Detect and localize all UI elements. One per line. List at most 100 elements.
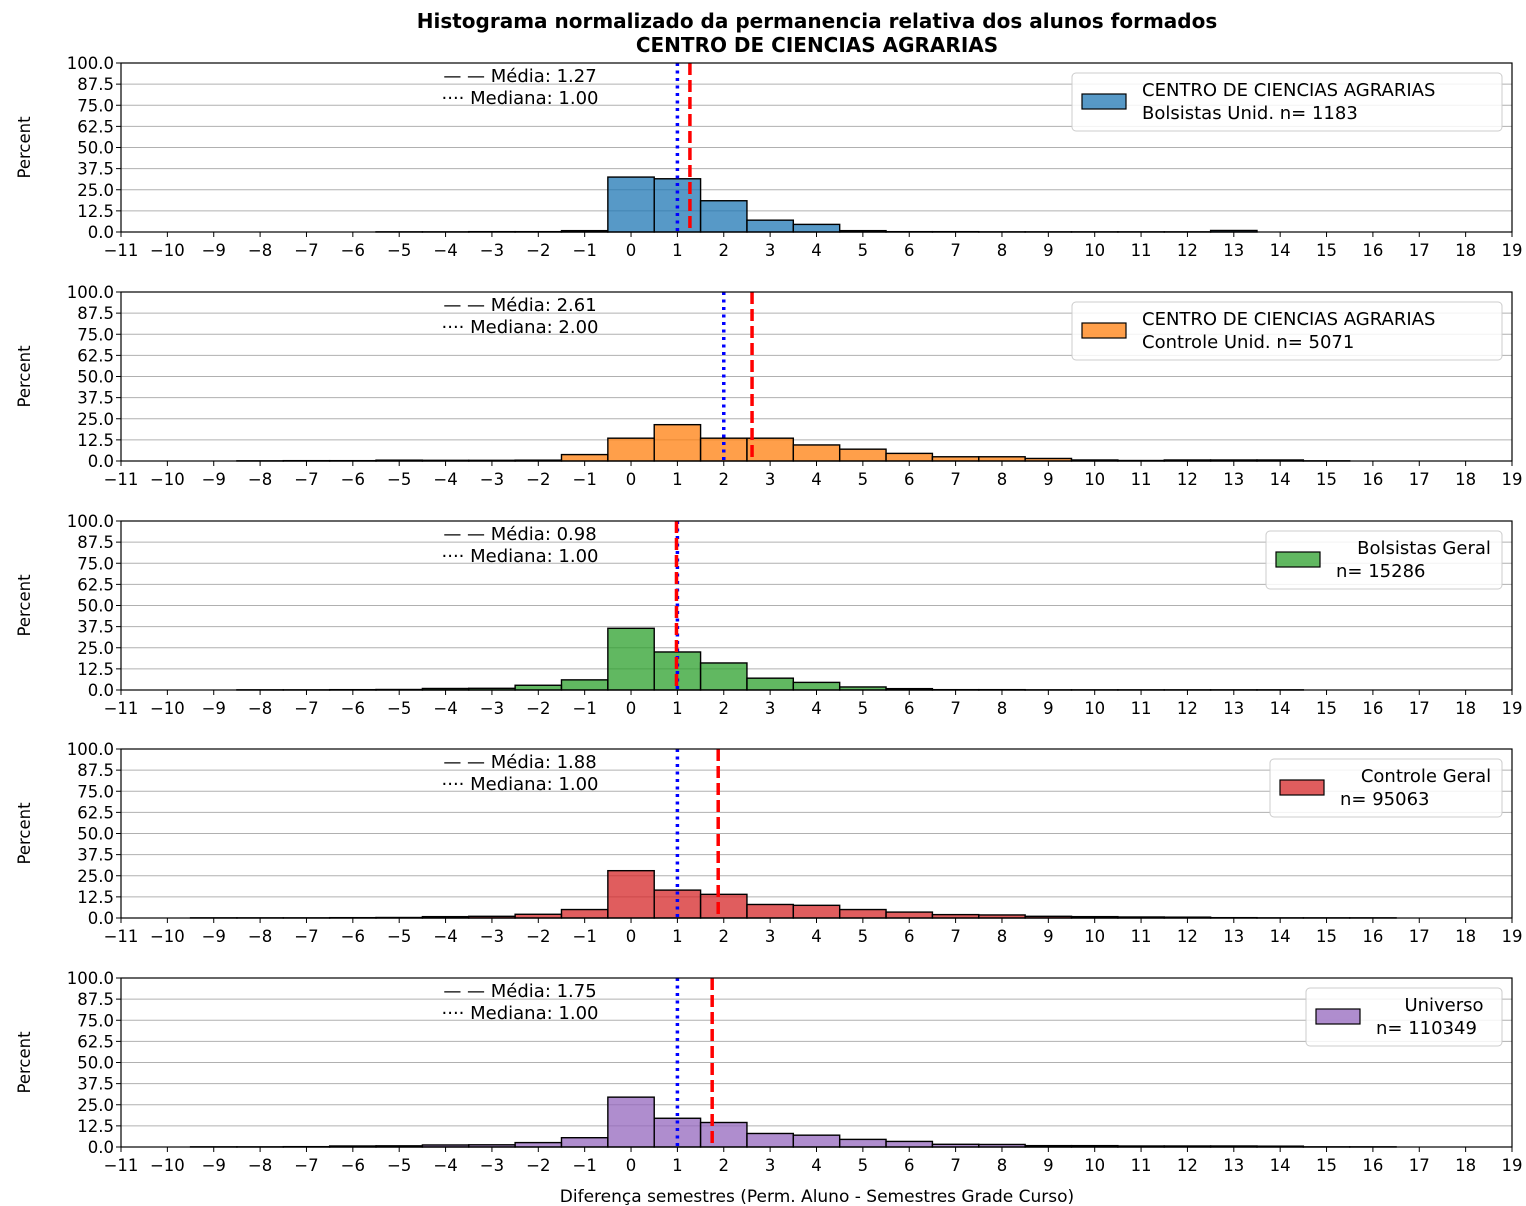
panel-1: 0.012.525.037.550.062.575.087.5100.0−11−…: [15, 54, 1523, 260]
x-tick-label: 13: [1223, 1156, 1244, 1175]
y-tick-label: 100.0: [67, 54, 114, 73]
legend-line-1: Controle Geral: [1361, 766, 1491, 787]
histogram-bar: [560, 453, 609, 462]
x-tick-label: 13: [1223, 241, 1244, 260]
y-tick-label: 75.0: [77, 96, 114, 115]
x-tick-label: −11: [104, 699, 139, 718]
y-tick-label: 12.5: [77, 1117, 114, 1136]
x-tick-label: −11: [104, 1156, 139, 1175]
x-tick-label: 15: [1316, 470, 1337, 489]
histogram-bar: [746, 219, 795, 233]
x-tick-label: −8: [248, 470, 272, 489]
x-tick-label: 17: [1409, 1156, 1430, 1175]
histogram-bar: [653, 889, 702, 919]
y-tick-label: 87.5: [77, 304, 114, 323]
histogram-bar: [792, 904, 841, 919]
x-tick-label: −4: [433, 241, 457, 260]
x-tick-label: −6: [341, 699, 365, 718]
legend-swatch: [1315, 1008, 1361, 1025]
histogram-bar: [514, 1141, 563, 1148]
x-tick-label: 6: [904, 699, 915, 718]
x-tick-label: 5: [858, 927, 869, 946]
x-tick-label: −3: [480, 241, 504, 260]
x-tick-label: −8: [248, 1156, 272, 1175]
y-tick-label: 62.5: [77, 1032, 114, 1051]
histogram-bar: [792, 1134, 841, 1148]
histogram-bar: [885, 452, 934, 462]
x-tick-label: −7: [294, 241, 318, 260]
median-annotation: ···· Mediana: 2.00: [442, 317, 599, 338]
x-tick-label: −4: [433, 927, 457, 946]
histogram-bar: [792, 223, 841, 233]
x-tick-label: 6: [904, 241, 915, 260]
x-tick-label: 7: [950, 699, 961, 718]
panel-2: 0.012.525.037.550.062.575.087.5100.0−11−…: [15, 283, 1523, 489]
x-tick-label: 16: [1362, 470, 1383, 489]
legend-swatch: [1081, 322, 1127, 339]
y-tick-label: 100.0: [67, 969, 114, 988]
y-axis-label: Percent: [15, 1031, 34, 1094]
x-tick-label: −3: [480, 927, 504, 946]
x-tick-label: −3: [480, 470, 504, 489]
x-tick-label: −10: [150, 241, 185, 260]
histogram-bar: [560, 679, 609, 691]
y-tick-label: 25.0: [77, 410, 114, 429]
x-tick-label: 19: [1502, 927, 1523, 946]
histogram-bar: [607, 176, 655, 233]
x-tick-label: 9: [1043, 1156, 1054, 1175]
x-tick-label: 16: [1362, 1156, 1383, 1175]
y-axis-label: Percent: [15, 574, 34, 637]
x-tick-label: 9: [1043, 470, 1054, 489]
x-tick-label: 18: [1455, 1156, 1476, 1175]
y-tick-label: 37.5: [77, 389, 114, 408]
panel-3: 0.012.525.037.550.062.575.087.5100.0−11−…: [15, 512, 1523, 718]
x-tick-label: −5: [387, 470, 411, 489]
x-tick-label: 3: [765, 699, 776, 718]
panel-5: 0.012.525.037.550.062.575.087.5100.0−11−…: [15, 969, 1523, 1175]
x-tick-label: −1: [573, 241, 597, 260]
mean-annotation: — — Média: 2.61: [443, 295, 596, 316]
x-tick-label: −11: [104, 470, 139, 489]
x-tick-label: 2: [719, 470, 730, 489]
legend-line-1: Universo: [1404, 995, 1483, 1016]
x-tick-label: 17: [1409, 699, 1430, 718]
x-tick-label: −9: [202, 241, 226, 260]
legend-swatch: [1275, 551, 1321, 568]
x-tick-label: 6: [904, 470, 915, 489]
x-tick-label: −11: [104, 241, 139, 260]
x-tick-label: 15: [1316, 699, 1337, 718]
x-tick-label: 14: [1270, 1156, 1291, 1175]
x-tick-label: 13: [1223, 927, 1244, 946]
legend-swatch: [1279, 779, 1325, 796]
x-tick-label: −6: [341, 1156, 365, 1175]
x-tick-label: 4: [811, 1156, 822, 1175]
x-tick-label: 4: [811, 927, 822, 946]
histogram-bar: [560, 1137, 609, 1148]
y-tick-label: 25.0: [77, 1096, 114, 1115]
chart-subtitle: CENTRO DE CIENCIAS AGRARIAS: [636, 33, 998, 57]
x-tick-label: 5: [858, 1156, 869, 1175]
x-tick-label: 18: [1455, 470, 1476, 489]
y-tick-label: 0.0: [88, 223, 114, 242]
x-tick-label: −2: [526, 699, 550, 718]
y-tick-label: 25.0: [77, 639, 114, 658]
x-tick-label: −7: [294, 699, 318, 718]
x-tick-label: 17: [1409, 470, 1430, 489]
x-tick-label: 4: [811, 699, 822, 718]
x-tick-label: 19: [1502, 699, 1523, 718]
x-tick-label: −8: [248, 699, 272, 718]
histogram-bar: [560, 908, 609, 919]
legend-box: [1305, 987, 1503, 1047]
x-tick-label: −5: [387, 699, 411, 718]
x-tick-label: −9: [202, 927, 226, 946]
x-tick-label: −6: [341, 927, 365, 946]
y-tick-label: 37.5: [77, 846, 114, 865]
x-axis-label: Diferença semestres (Perm. Aluno - Semes…: [560, 1187, 1074, 1206]
x-tick-label: 5: [858, 699, 869, 718]
x-tick-label: 12: [1177, 699, 1198, 718]
x-tick-label: −6: [341, 241, 365, 260]
x-tick-label: 9: [1043, 241, 1054, 260]
x-tick-label: −4: [433, 470, 457, 489]
x-tick-label: 3: [765, 927, 776, 946]
